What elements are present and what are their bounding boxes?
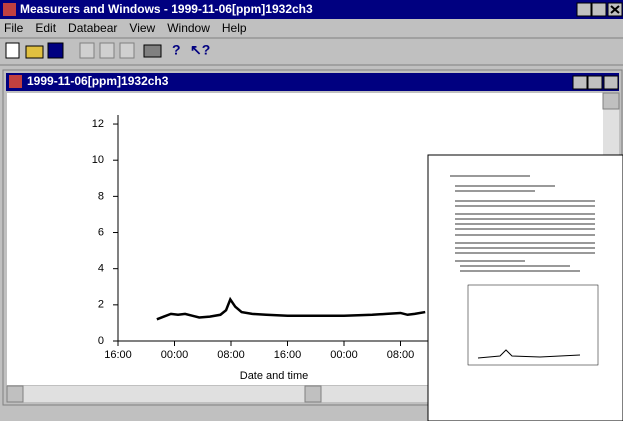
menu-item[interactable]: Databear	[68, 21, 117, 35]
x-tick-label: 08:00	[387, 349, 415, 361]
help-icon[interactable]: ?	[172, 42, 181, 58]
scroll-up[interactable]	[603, 93, 619, 109]
maximize-button[interactable]	[588, 76, 602, 89]
y-tick-label: 6	[98, 226, 104, 238]
y-tick-label: 10	[92, 154, 104, 166]
child-title: 1999-11-06[ppm]1932ch3	[27, 74, 169, 88]
minimize-button[interactable]	[573, 76, 587, 89]
preview-page	[428, 155, 623, 421]
open-icon[interactable]	[26, 46, 43, 58]
menu-item[interactable]: Help	[222, 21, 247, 35]
copy-icon[interactable]	[100, 43, 114, 58]
minimize-button[interactable]	[577, 3, 591, 16]
menu-item[interactable]: Edit	[35, 21, 56, 35]
x-axis-label: Date and time	[240, 370, 308, 382]
y-tick-label: 12	[92, 118, 104, 130]
scroll-thumb[interactable]	[305, 386, 321, 402]
page: Measurers and Windows {"window": {"title…	[0, 0, 623, 421]
menu-item[interactable]: View	[129, 21, 155, 35]
cut-icon[interactable]	[80, 43, 94, 58]
x-tick-label: 08:00	[217, 349, 245, 361]
y-tick-label: 4	[98, 263, 104, 275]
print-preview	[428, 155, 623, 421]
app-icon	[3, 3, 16, 16]
y-tick-label: 0	[98, 335, 104, 347]
y-tick-label: 8	[98, 190, 104, 202]
screen: Measurers and Windows - 1999-11-06[ppm]1…	[0, 0, 623, 421]
context-help-icon[interactable]: ↖?	[190, 42, 210, 58]
print-icon[interactable]	[144, 45, 161, 57]
body: Measurers and Windows - 1999-11-06[ppm]1…	[0, 0, 623, 421]
paste-icon[interactable]	[120, 43, 134, 58]
doc-icon	[9, 75, 22, 88]
menu-item[interactable]: Window	[167, 21, 210, 35]
restore-button[interactable]	[592, 3, 606, 16]
scroll-left[interactable]	[7, 386, 23, 402]
window-buttons	[577, 3, 622, 16]
x-tick-label: 00:00	[161, 349, 189, 361]
x-tick-label: 16:00	[104, 349, 132, 361]
window-title: Measurers and Windows - 1999-11-06[ppm]1…	[20, 2, 313, 16]
new-icon[interactable]	[6, 43, 19, 58]
y-tick-label: 2	[98, 299, 104, 311]
x-tick-label: 00:00	[330, 349, 358, 361]
close-button[interactable]	[604, 76, 618, 89]
save-icon[interactable]	[48, 43, 63, 58]
menu-item[interactable]: File	[4, 21, 24, 35]
x-tick-label: 16:00	[274, 349, 302, 361]
